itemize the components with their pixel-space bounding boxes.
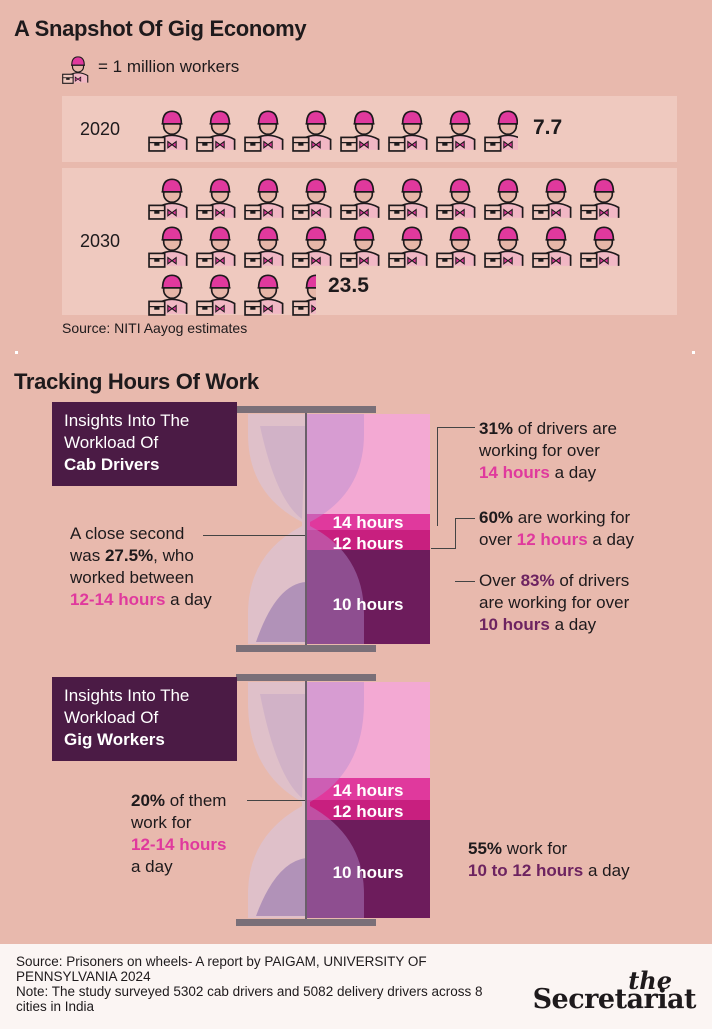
footer-source: Source: Prisoners on wheels- A report by… [16,954,427,984]
cab-band-14: 14 hours [332,513,404,532]
cab-hourglass [236,406,430,652]
footer: Source: Prisoners on wheels- A report by… [0,944,712,1029]
worker-icon [532,178,572,220]
gig-hourglass [236,674,430,926]
cab-insight-box: Insights Into The Workload Of Cab Driver… [52,402,237,486]
value-label-2030: 23.5 [328,274,369,297]
cab-leader-60-v [455,518,457,548]
worker-icon [436,226,476,268]
worker-icon [484,110,518,152]
worker-icon [196,178,236,220]
year-label-2030: 2030 [80,231,121,251]
gig-left-annotation: 20% of them work for 12-14 hours a day [131,791,227,876]
worker-icon [436,110,476,152]
gig-band-10: 10 hours [332,863,404,882]
worker-icon [580,226,620,268]
worker-icon [340,110,380,152]
worker-icon [244,274,284,316]
cab-annotation-60: 60% are working for over 12 hours a day [479,508,634,549]
dot-left [15,351,18,354]
worker-icon [388,226,428,268]
worker-icon [388,110,428,152]
worker-icon [484,178,524,220]
value-label-2020: 7.7 [533,116,563,139]
worker-icon [244,178,284,220]
worker-icon [580,178,620,220]
cab-leader-60-h [455,518,475,520]
cab-leader-31-v [437,427,439,526]
worker-icon [196,274,236,316]
worker-icon [148,110,188,152]
dot-right [692,351,695,354]
worker-icon [148,226,188,268]
worker-icon [340,178,380,220]
cab-band-12: 12 hours [332,534,404,553]
worker-icon [292,274,316,316]
year-label-2020: 2020 [80,119,121,139]
gig-left-leader [247,800,305,802]
worker-icon [292,178,332,220]
worker-icon [292,110,332,152]
worker-icon [244,110,284,152]
worker-legend-icon [62,56,89,84]
gig-band-14: 14 hours [332,781,404,800]
page-title: A Snapshot Of Gig Economy [14,16,307,41]
footer-note: Note: The study surveyed 5302 cab driver… [16,984,483,1014]
gig-insight-box: Insights Into The Workload Of Gig Worker… [52,677,237,761]
cab-leader-83 [455,581,475,583]
cab-left-leader [203,535,305,537]
worker-icon [532,226,572,268]
worker-icon [436,178,476,220]
logo-secretariat: Secretariat [532,984,697,1015]
footer-notes: Source: Prisoners on wheels- A report by… [16,954,496,1014]
cab-band-10: 10 hours [332,595,404,614]
worker-icon [388,178,428,220]
cab-leader-60-h2 [431,548,456,550]
logo-the: the [628,966,672,995]
worker-icon [484,226,524,268]
worker-icon [244,226,284,268]
worker-icon [148,274,188,316]
cab-annotation-31: 31% of drivers are working for over 14 h… [479,419,617,482]
gig-annotation-55: 55% work for 10 to 12 hours a day [468,839,630,880]
cab-annotation-83: Over 83% of drivers are working for over… [479,571,630,634]
legend-label: = 1 million workers [98,57,240,76]
worker-icon [148,178,188,220]
section-title-hours: Tracking Hours Of Work [14,369,259,394]
worker-icon [196,226,236,268]
source-niti: Source: NITI Aayog estimates [62,320,248,336]
gig-band-12: 12 hours [332,802,404,821]
cab-leader-31-h [437,427,475,429]
worker-icon [292,226,332,268]
worker-icon [196,110,236,152]
cab-left-annotation: A close second was 27.5%, who worked bet… [70,524,212,609]
worker-icon [340,226,380,268]
